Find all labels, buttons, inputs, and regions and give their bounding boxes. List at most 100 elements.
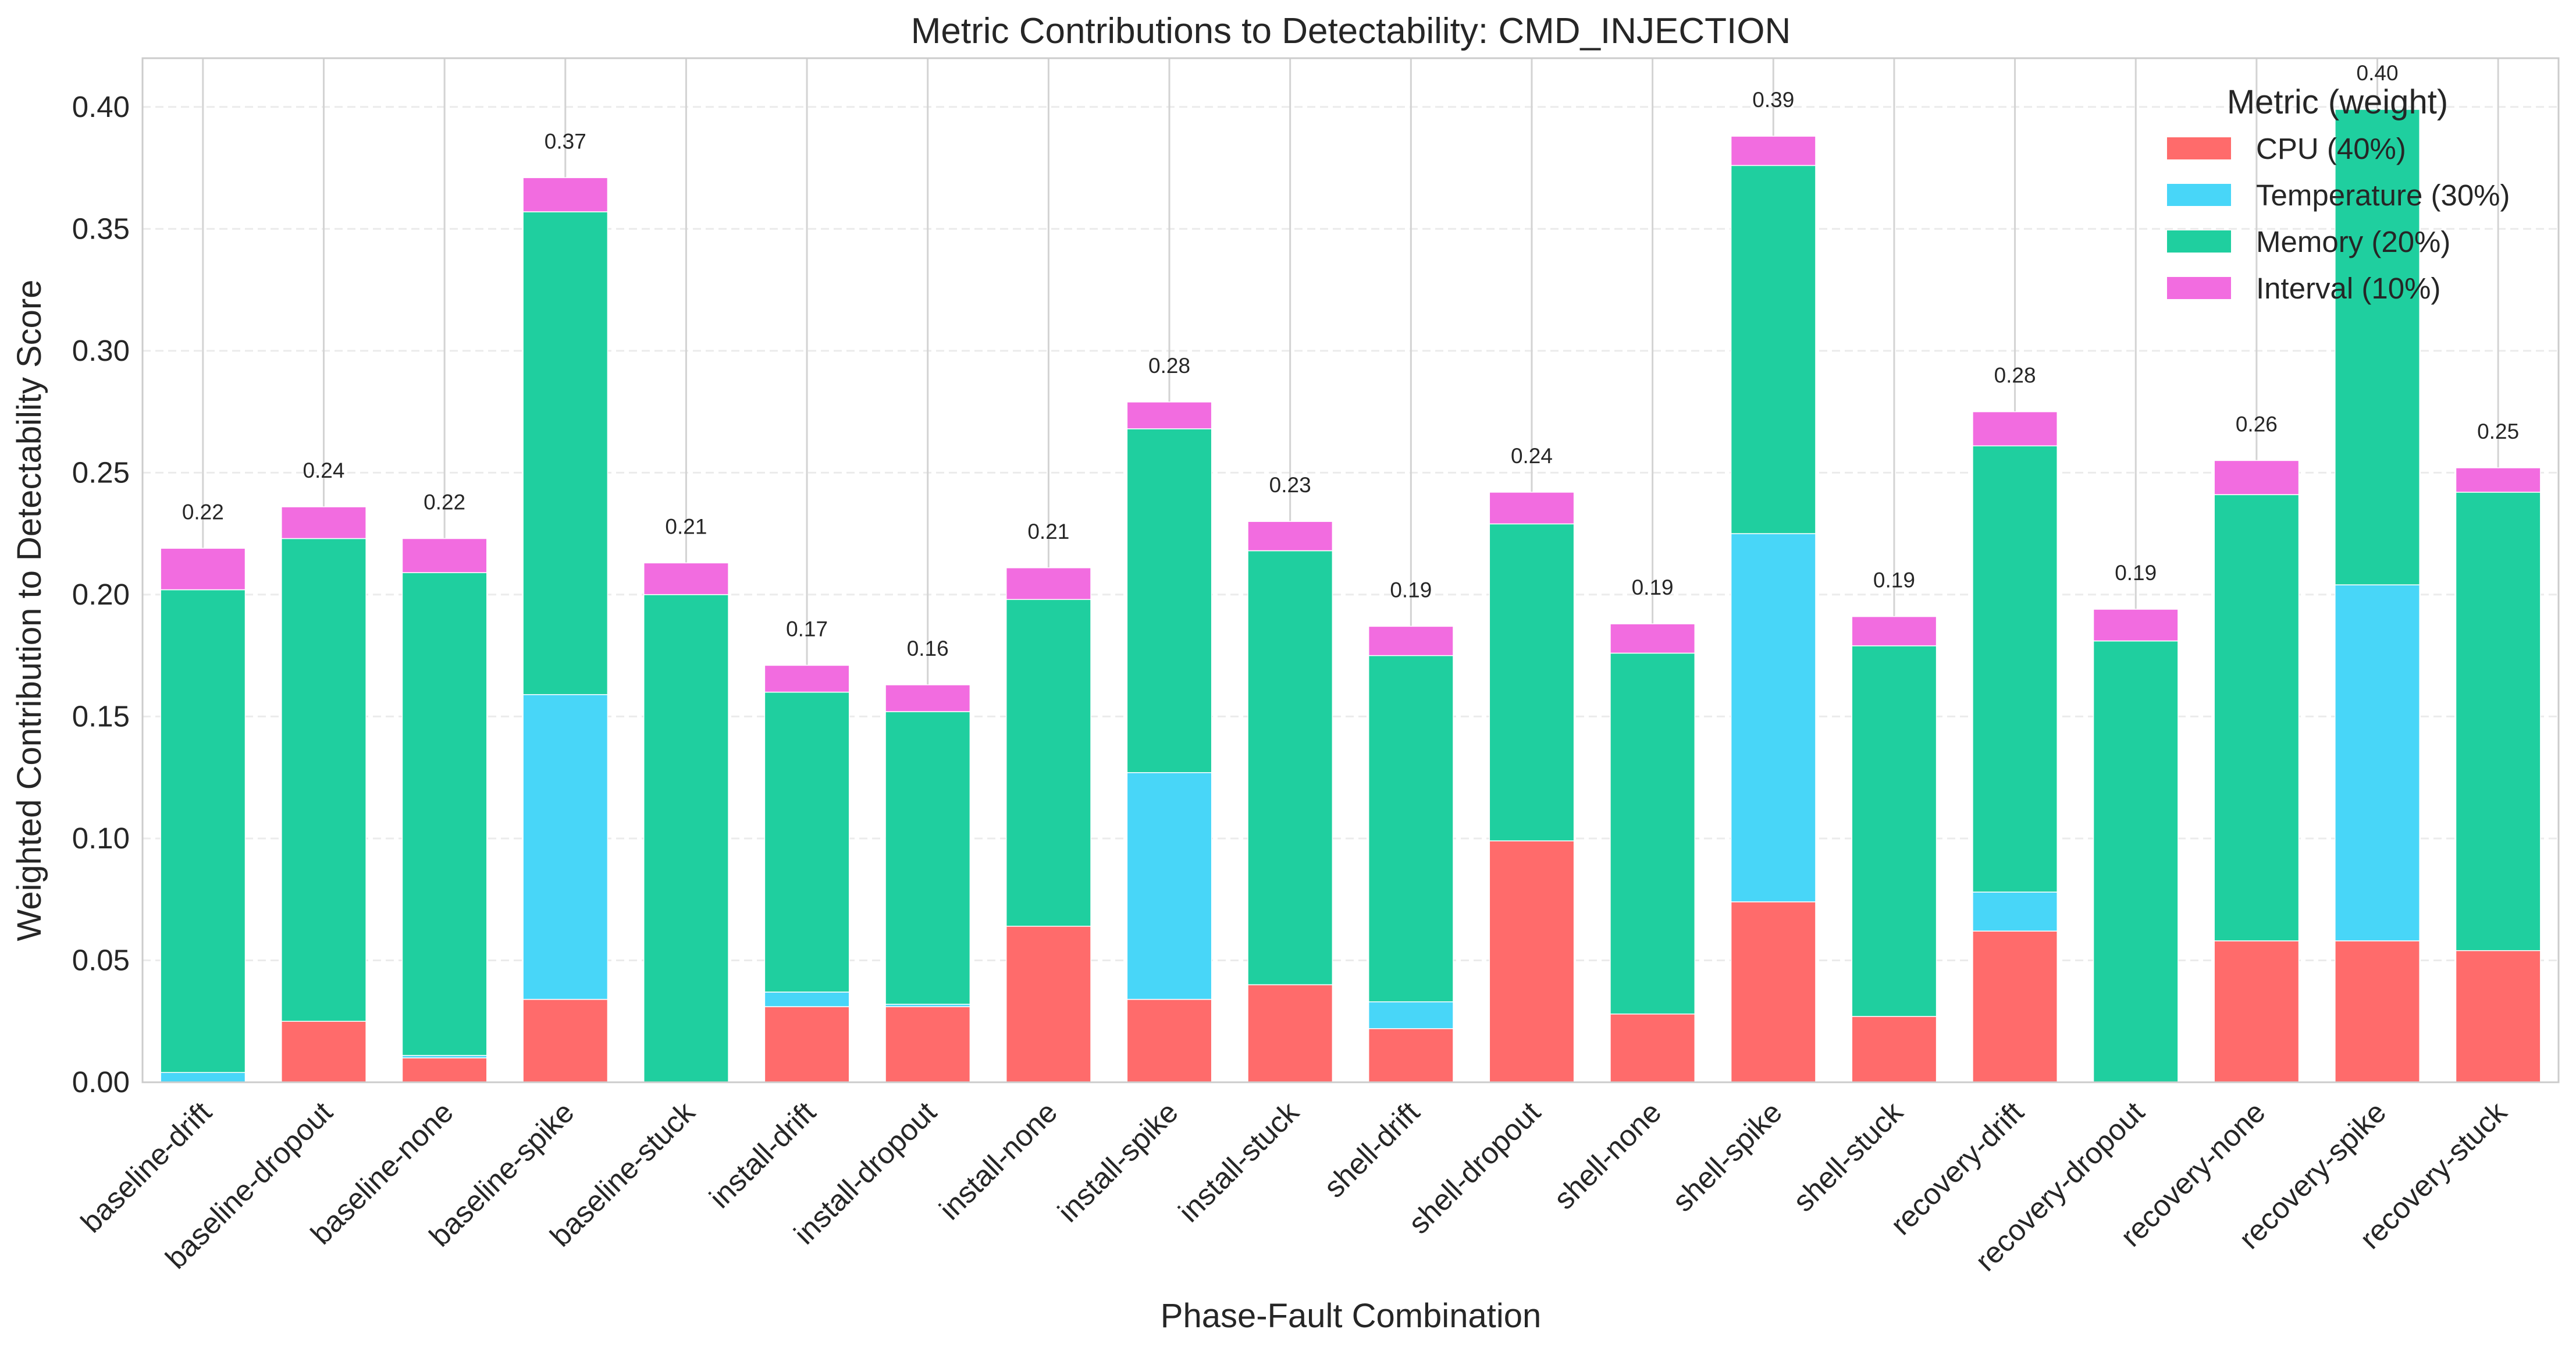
bar-segment: [160, 548, 246, 591]
bar-segment: [1489, 523, 1575, 841]
total-label: 0.24: [303, 459, 344, 482]
bar-segment: [522, 694, 609, 1000]
bar-segment: [1972, 930, 2058, 1083]
y-tick-label: 0.35: [72, 212, 130, 245]
bar-segment: [160, 589, 246, 1073]
bar-segment: [2335, 109, 2420, 585]
bar-segment: [643, 562, 729, 595]
y-tick-label: 0.20: [72, 578, 130, 611]
bar-segment: [2455, 950, 2541, 1083]
plot-frame: [141, 57, 2560, 1083]
chart-title: Metric Contributions to Detectability: C…: [911, 11, 1791, 51]
legend-label: Temperature (30%): [2256, 179, 2510, 212]
total-label: 0.24: [1511, 444, 1553, 468]
total-label: 0.23: [1269, 473, 1311, 497]
bar-segment: [1972, 445, 2058, 893]
total-label: 0.21: [665, 514, 707, 538]
legend-label: Interval (10%): [2256, 272, 2440, 305]
y-axis-ticks: 0.00 0.05 0.10 0.15 0.20 0.25 0.30 0.35 0.40: [72, 90, 130, 1099]
bar-segment: [401, 572, 488, 1056]
bar-segment: [764, 664, 850, 693]
legend-title: Metric (weight): [2227, 83, 2448, 121]
bar-segment: [2093, 609, 2179, 642]
total-label: 0.40: [2357, 61, 2399, 85]
bar-segment: [643, 594, 729, 1083]
bar-segment: [1851, 1016, 1937, 1083]
total-label: 0.19: [1390, 578, 1432, 602]
bar-segment: [1126, 772, 1212, 1000]
bar-segment: [764, 1006, 850, 1083]
bar-segment: [2335, 584, 2420, 941]
bar-segment: [2455, 492, 2541, 951]
bar-segment: [281, 506, 367, 539]
bar-segment: [1851, 645, 1937, 1017]
legend-label: CPU (40%): [2256, 132, 2406, 165]
total-label: 0.19: [1873, 568, 1915, 592]
y-tick-label: 0.15: [72, 699, 130, 733]
bar-segment: [1972, 411, 2058, 447]
y-tick-label: 0.25: [72, 456, 130, 489]
bar-segment: [1005, 567, 1091, 600]
bar-segment: [885, 711, 971, 1005]
bar-segment: [522, 998, 609, 1083]
bar-segment: [1005, 599, 1091, 927]
bar-segment: [2335, 940, 2420, 1083]
total-label: 0.19: [1632, 575, 1674, 599]
bar-segment: [1730, 136, 1816, 166]
bar-segment: [1247, 521, 1333, 552]
total-label: 0.16: [907, 637, 949, 660]
bar-segment: [1851, 616, 1937, 646]
bar-segment: [160, 1072, 246, 1083]
bar-segment: [1730, 165, 1816, 534]
total-label: 0.17: [786, 617, 828, 641]
bar-segment: [1610, 623, 1696, 654]
bar-segment: [1972, 891, 2058, 932]
legend: Metric (weight) CPU (40%) Temperature (30…: [2167, 83, 2510, 305]
legend-label: Memory (20%): [2256, 225, 2450, 258]
bar-segment: [401, 538, 488, 573]
bar-segment: [1489, 492, 1575, 525]
total-label: 0.25: [2477, 420, 2519, 443]
total-label: 0.21: [1027, 520, 1069, 543]
total-label: 0.26: [2236, 412, 2278, 436]
bar-segment: [885, 684, 971, 712]
bar-segment: [2214, 940, 2300, 1083]
bar-segment: [1005, 926, 1091, 1083]
y-tick-label: 0.40: [72, 90, 130, 123]
bar-segment: [1126, 998, 1212, 1083]
bar-segment: [2455, 467, 2541, 493]
bar-segment: [401, 1057, 488, 1083]
bar-segment: [764, 691, 850, 993]
y-tick-label: 0.05: [72, 943, 130, 976]
x-axis-label: Phase-Fault Combination: [1161, 1297, 1541, 1335]
bar-segment: [1368, 626, 1454, 656]
bar-segment: [1730, 533, 1816, 902]
legend-swatch: [2167, 184, 2231, 206]
bar-segment: [1368, 1028, 1454, 1083]
bar-segment: [764, 991, 850, 1007]
legend-swatch: [2167, 230, 2231, 253]
bar-segment: [2214, 460, 2300, 495]
y-tick-label: 0.10: [72, 822, 130, 855]
bar-segment: [885, 1006, 971, 1083]
bar-segment: [1126, 401, 1212, 429]
bar-segment: [1368, 1001, 1454, 1029]
bar-segment: [1610, 1013, 1696, 1083]
total-label: 0.19: [2115, 561, 2157, 585]
bars: [160, 109, 2541, 1083]
y-tick-label: 0.00: [72, 1065, 130, 1099]
bar-segment: [2093, 640, 2179, 1083]
y-axis-label: Weighted Contribution to Detectability S…: [10, 280, 48, 941]
bar-segment: [522, 211, 609, 695]
bar-segment: [1247, 984, 1333, 1083]
total-label: 0.28: [1148, 354, 1190, 378]
bar-segment: [1368, 655, 1454, 1003]
bar-segment: [2214, 494, 2300, 941]
total-label: 0.22: [424, 491, 465, 514]
total-label: 0.28: [1994, 364, 2036, 388]
bar-segment: [522, 177, 609, 212]
bar-segment: [281, 1021, 367, 1083]
legend-swatch: [2167, 137, 2231, 159]
total-label: 0.37: [545, 129, 586, 153]
